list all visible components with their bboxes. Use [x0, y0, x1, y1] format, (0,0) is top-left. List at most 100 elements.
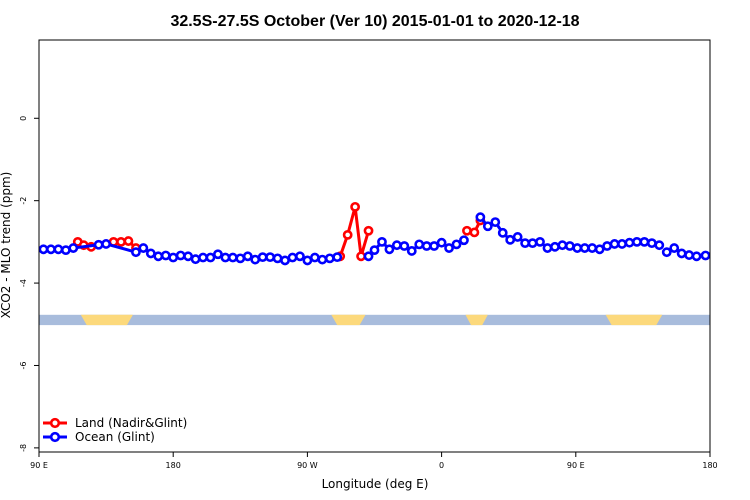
data-point — [572, 243, 583, 253]
strip-land — [80, 314, 133, 326]
data-point — [527, 238, 538, 249]
data-point — [475, 212, 486, 223]
data-point — [153, 251, 164, 262]
data-point — [377, 236, 387, 247]
x-tick-label: 180 — [702, 461, 717, 470]
chart-title: 32.5S-27.5S October (Ver 10) 2015-01-01 … — [170, 13, 579, 30]
data-point — [190, 254, 201, 265]
data-point — [168, 252, 179, 263]
data-point — [557, 240, 568, 251]
data-point — [700, 250, 711, 261]
data-point — [309, 252, 320, 263]
x-tick-label: 180 — [166, 461, 181, 470]
data-point — [131, 247, 141, 258]
data-point — [317, 254, 328, 265]
data-point — [213, 249, 223, 260]
data-point — [542, 243, 553, 253]
data-point — [512, 232, 523, 242]
data-point — [646, 238, 657, 249]
strip-land — [331, 314, 366, 326]
data-point — [436, 237, 447, 248]
data-point — [93, 239, 104, 250]
data-point — [302, 255, 313, 266]
data-point — [391, 240, 402, 251]
data-point — [324, 253, 335, 264]
data-point — [459, 235, 469, 246]
x-tick-label: 0 — [439, 461, 444, 470]
data-point — [482, 221, 493, 232]
data-point — [691, 251, 702, 262]
data-point — [60, 245, 71, 256]
data-point — [257, 252, 268, 263]
y-tick-label: -8 — [19, 444, 28, 452]
data-point — [421, 241, 432, 251]
data-point — [632, 236, 642, 247]
y-tick-label: -2 — [19, 197, 28, 205]
data-point — [414, 239, 425, 250]
data-point — [490, 217, 501, 228]
x-tick-label: 90 W — [297, 461, 318, 470]
y-tick-label: -6 — [19, 361, 28, 369]
data-point — [280, 255, 290, 266]
y-axis-label: XCO2 - MLO trend (ppm) — [0, 172, 13, 319]
data-point — [242, 251, 253, 262]
legend-marker — [49, 431, 61, 443]
data-point — [579, 243, 590, 253]
data-point — [564, 241, 575, 251]
data-point — [602, 241, 613, 251]
data-point — [617, 239, 627, 249]
data-point — [669, 243, 680, 253]
legend: Land (Nadir&Glint)Ocean (Glint) — [43, 416, 187, 444]
data-point — [661, 247, 672, 258]
data-point — [68, 243, 79, 253]
data-point — [520, 238, 531, 249]
series-ocean — [38, 212, 711, 266]
data-point — [138, 243, 149, 253]
y-tick-label: -4 — [19, 279, 28, 287]
strip-ocean — [39, 314, 710, 326]
data-point — [444, 243, 454, 253]
data-point — [205, 252, 216, 263]
y-axis: 0 -2 -4 -6 -8 — [19, 116, 39, 452]
data-point — [363, 225, 374, 236]
x-axis-label: Longitude (deg E) — [322, 477, 429, 491]
data-point — [451, 239, 462, 250]
data-point — [53, 244, 64, 255]
data-point — [342, 229, 353, 240]
series-layer — [38, 201, 711, 266]
data-point — [287, 252, 298, 263]
data-point — [535, 236, 545, 247]
data-point — [594, 244, 605, 255]
data-point — [462, 225, 472, 236]
data-point — [676, 248, 687, 259]
data-point — [123, 236, 134, 246]
data-point — [46, 244, 56, 255]
legend-entry: Land (Nadir&Glint) — [75, 416, 187, 430]
x-tick-label: 90 E — [567, 461, 585, 470]
data-point — [369, 245, 380, 256]
data-point — [550, 241, 560, 252]
legend-entry: Ocean (Glint) — [75, 430, 155, 444]
data-point — [235, 253, 246, 264]
data-point — [639, 236, 650, 247]
data-point — [265, 252, 276, 263]
data-point — [624, 237, 635, 248]
data-point — [175, 250, 186, 261]
data-point — [101, 239, 111, 249]
data-point — [295, 251, 305, 262]
strip-land — [605, 314, 663, 326]
data-point — [609, 239, 620, 249]
data-point — [399, 241, 410, 251]
data-point — [350, 201, 361, 212]
data-point — [587, 243, 598, 253]
legend-marker — [49, 417, 61, 429]
data-point — [183, 251, 194, 262]
data-point — [429, 241, 440, 251]
x-axis: 90 E 180 90 W 0 90 E 180 — [30, 452, 718, 470]
data-point — [384, 244, 395, 255]
data-point — [469, 227, 480, 238]
y-tick-label: 0 — [19, 116, 28, 121]
data-point — [356, 251, 366, 262]
surface-strip — [39, 314, 710, 326]
